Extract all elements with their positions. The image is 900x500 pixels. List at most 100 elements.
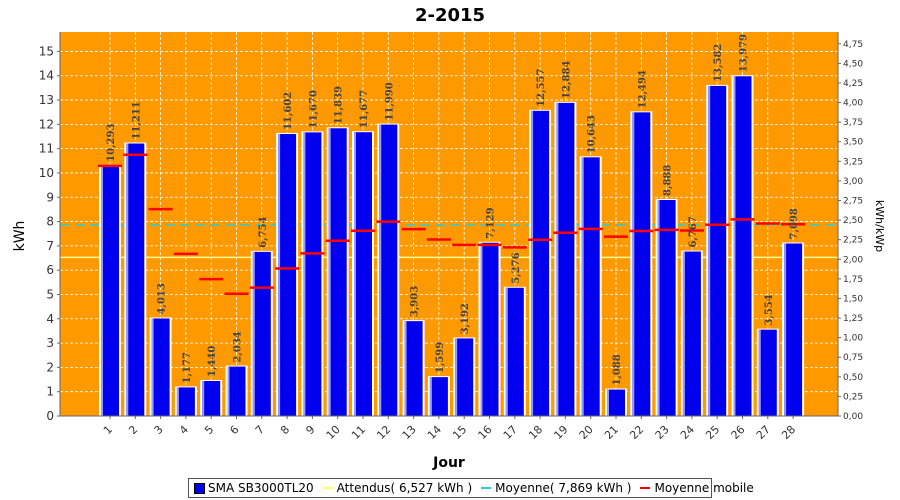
- legend-label-moving-average: Moyenne mobile: [654, 481, 754, 495]
- y-tick-label: 1: [46, 385, 54, 399]
- bar-highlight: [354, 132, 356, 416]
- x-tick-label: 20: [577, 423, 596, 442]
- data-label: 2,034: [233, 331, 244, 362]
- y2-tick-label: 1,75: [843, 275, 863, 285]
- y2-tick-label: 0,00: [843, 412, 863, 422]
- bar: [758, 329, 777, 416]
- bar-highlight: [480, 242, 483, 416]
- x-tick-label: 17: [501, 423, 520, 442]
- bar-highlight: [202, 381, 205, 416]
- x-tick-label: 14: [425, 423, 444, 442]
- legend-item-moving-average: Moyenne mobile: [640, 481, 754, 495]
- bar: [227, 366, 246, 416]
- y2-tick-label: 3,25: [843, 157, 863, 167]
- legend-swatch-average: [481, 487, 492, 489]
- bar: [176, 387, 195, 416]
- y2-tick-label: 1,50: [843, 294, 863, 304]
- bar-highlight: [505, 287, 508, 416]
- y2-tick-label: 0,25: [843, 392, 863, 402]
- bar: [278, 134, 297, 416]
- bar-highlight: [657, 199, 660, 416]
- x-tick-label: 9: [303, 423, 317, 437]
- y2-tick-label: 2,50: [843, 216, 863, 226]
- legend-item-production: SMA SB3000TL20: [194, 481, 314, 495]
- bar: [480, 242, 499, 416]
- bar-highlight: [379, 124, 382, 416]
- y-tick-label: 0: [46, 409, 54, 423]
- legend-item-expected: Attendus( 6,527 kWh ): [322, 481, 473, 495]
- bar-highlight: [404, 321, 407, 416]
- data-label: 11,990: [384, 82, 395, 120]
- data-label: 6,767: [688, 216, 699, 247]
- x-tick-label: 5: [202, 423, 216, 437]
- y-tick-label: 14: [39, 69, 54, 83]
- bar-highlight: [784, 243, 787, 416]
- bar: [202, 381, 221, 416]
- x-tick-label: 13: [400, 423, 419, 442]
- x-tick-label: 6: [227, 423, 241, 437]
- bar-highlight: [708, 85, 711, 416]
- x-tick-label: 24: [678, 423, 697, 442]
- x-tick-label: 28: [779, 423, 798, 442]
- y-tick-label: 15: [39, 44, 54, 58]
- y2-tick-label: 4,00: [843, 99, 863, 109]
- bar: [354, 132, 372, 416]
- bar: [581, 157, 600, 416]
- y-tick-label: 10: [39, 166, 54, 180]
- data-label: 12,884: [561, 61, 572, 99]
- data-label: 11,839: [334, 86, 345, 124]
- y2-tick-label: 1,00: [843, 334, 863, 344]
- bar: [455, 338, 474, 416]
- data-label: 7,098: [789, 208, 800, 239]
- x-tick-label: 12: [374, 423, 393, 442]
- bar: [607, 389, 625, 416]
- y-tick-label: 9: [46, 190, 54, 204]
- data-label: 7,129: [486, 207, 497, 238]
- y2-tick-label: 4,25: [843, 79, 863, 89]
- chart-title: 2-2015: [415, 5, 485, 26]
- bar-highlight: [632, 112, 635, 416]
- data-label: 1,440: [207, 346, 218, 377]
- x-tick-label: 10: [324, 423, 343, 442]
- legend-label-expected: Attendus( 6,527 kWh ): [336, 481, 473, 495]
- y-tick-label: 11: [39, 142, 54, 156]
- y-tick-label: 7: [46, 239, 54, 253]
- x-tick-label: 26: [729, 423, 748, 442]
- data-label: 6,754: [258, 216, 269, 247]
- data-label: 12,494: [637, 70, 648, 108]
- data-label: 3,903: [410, 286, 421, 317]
- bar: [708, 85, 727, 416]
- x-tick-label: 22: [627, 423, 646, 442]
- y2-tick-label: 0,50: [843, 373, 863, 383]
- bar-highlight: [252, 251, 255, 416]
- bar-highlight: [531, 110, 534, 417]
- y2-tick-label: 2,25: [843, 236, 863, 246]
- legend-swatch-expected: [322, 487, 333, 489]
- y-tick-label: 5: [46, 287, 54, 301]
- legend-label-average: Moyenne( 7,869 kWh ): [495, 481, 632, 495]
- bar-highlight: [101, 165, 103, 416]
- bar-highlight: [682, 251, 685, 416]
- bar-highlight: [151, 318, 154, 416]
- bar: [632, 112, 651, 416]
- x-tick-label: 18: [526, 423, 545, 442]
- bar: [379, 124, 398, 416]
- bar: [505, 287, 524, 416]
- data-labels: 10,293 11,211 4,013 1,177 1,440 2,034 6,754 11,…: [106, 34, 800, 386]
- data-label: 10,293: [106, 124, 117, 162]
- legend-swatch-production: [194, 482, 205, 494]
- y2-tick-label: 2,00: [843, 255, 863, 265]
- bar: [303, 132, 322, 416]
- bar: [404, 321, 423, 416]
- x-axis-title: Jour: [432, 455, 465, 471]
- y2-tick-label: 4,50: [843, 59, 863, 69]
- bar: [531, 110, 550, 417]
- x-tick-label: 19: [551, 423, 570, 442]
- data-label: 12,557: [536, 69, 547, 107]
- x-tick-label: 23: [653, 423, 672, 442]
- bar-highlight: [429, 377, 432, 416]
- x-tick-label: 21: [602, 423, 621, 442]
- data-label: 11,677: [359, 90, 370, 128]
- x-tick-label: 27: [754, 423, 773, 442]
